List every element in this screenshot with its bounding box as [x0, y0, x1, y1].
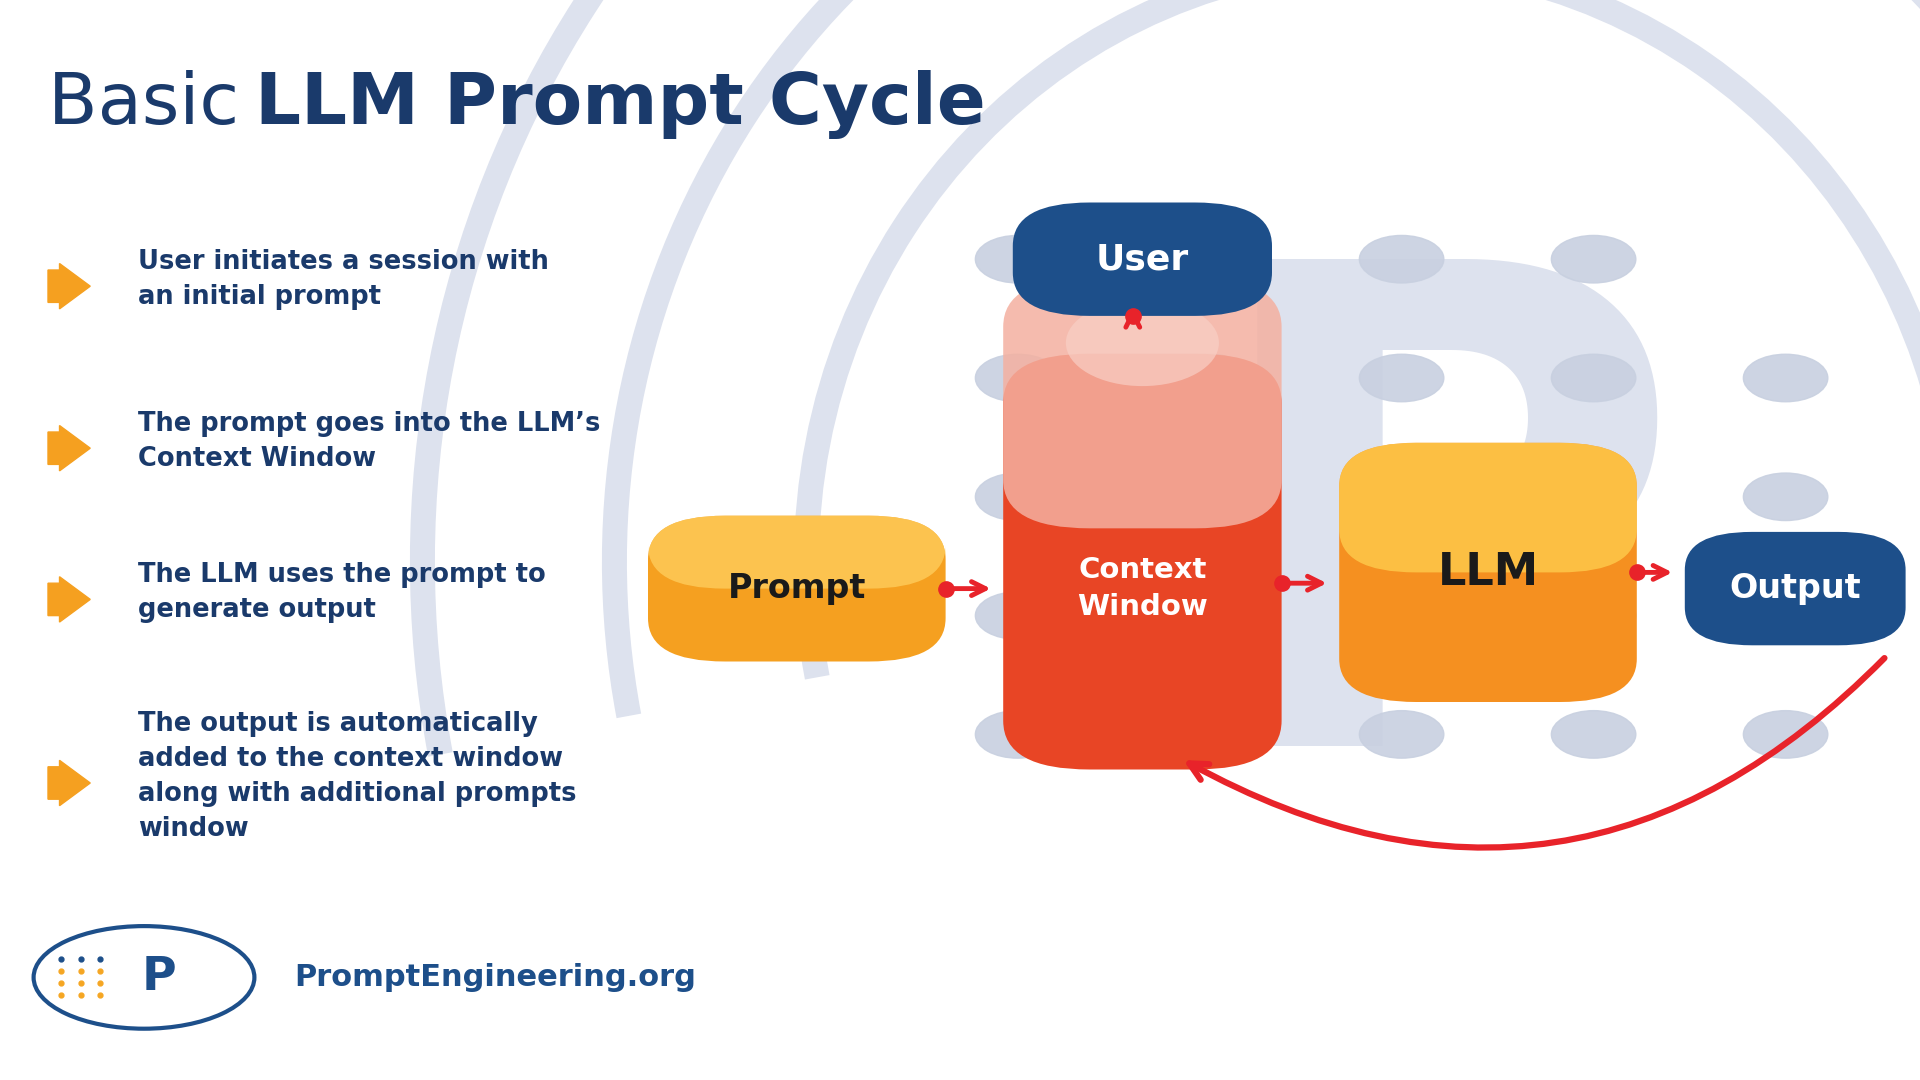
Circle shape — [1359, 711, 1444, 758]
Circle shape — [1743, 473, 1828, 521]
Circle shape — [1167, 592, 1252, 639]
Text: Basic: Basic — [48, 70, 263, 139]
Circle shape — [1359, 235, 1444, 283]
Text: User: User — [1096, 242, 1188, 276]
FancyBboxPatch shape — [1340, 443, 1636, 702]
Circle shape — [1551, 235, 1636, 283]
FancyBboxPatch shape — [647, 516, 945, 589]
FancyArrow shape — [48, 760, 90, 806]
Circle shape — [975, 235, 1060, 283]
FancyBboxPatch shape — [1002, 354, 1283, 769]
Circle shape — [1359, 354, 1444, 402]
Circle shape — [1551, 473, 1636, 521]
Circle shape — [1551, 592, 1636, 639]
Circle shape — [975, 473, 1060, 521]
Circle shape — [975, 354, 1060, 402]
FancyArrow shape — [48, 264, 90, 309]
Circle shape — [1359, 473, 1444, 521]
FancyBboxPatch shape — [647, 516, 945, 661]
Text: P: P — [142, 955, 177, 1000]
Circle shape — [975, 711, 1060, 758]
Circle shape — [1359, 592, 1444, 639]
FancyBboxPatch shape — [1340, 443, 1636, 572]
FancyArrow shape — [48, 426, 90, 471]
Circle shape — [1551, 711, 1636, 758]
Circle shape — [1743, 592, 1828, 639]
Text: LLM Prompt Cycle: LLM Prompt Cycle — [255, 70, 987, 139]
FancyBboxPatch shape — [1686, 531, 1905, 645]
Text: The output is automatically
added to the context window
along with additional pr: The output is automatically added to the… — [138, 711, 576, 842]
Text: Prompt: Prompt — [728, 572, 866, 605]
Text: P: P — [1196, 239, 1684, 885]
Circle shape — [975, 592, 1060, 639]
Circle shape — [1743, 354, 1828, 402]
Circle shape — [1551, 354, 1636, 402]
Circle shape — [1743, 711, 1828, 758]
Circle shape — [1167, 473, 1252, 521]
Circle shape — [1167, 711, 1252, 758]
Text: The LLM uses the prompt to
generate output: The LLM uses the prompt to generate outp… — [138, 563, 545, 623]
FancyBboxPatch shape — [1002, 278, 1283, 528]
Text: PromptEngineering.org: PromptEngineering.org — [294, 963, 695, 991]
Text: Output: Output — [1730, 572, 1860, 605]
Text: User initiates a session with
an initial prompt: User initiates a session with an initial… — [138, 249, 549, 310]
Text: Context
Window: Context Window — [1077, 556, 1208, 621]
Circle shape — [1167, 235, 1252, 283]
FancyBboxPatch shape — [1014, 203, 1271, 315]
Circle shape — [1167, 354, 1252, 402]
Ellipse shape — [1066, 299, 1219, 387]
FancyArrow shape — [48, 577, 90, 622]
Text: LLM: LLM — [1438, 551, 1538, 594]
Text: The prompt goes into the LLM’s
Context Window: The prompt goes into the LLM’s Context W… — [138, 411, 601, 472]
